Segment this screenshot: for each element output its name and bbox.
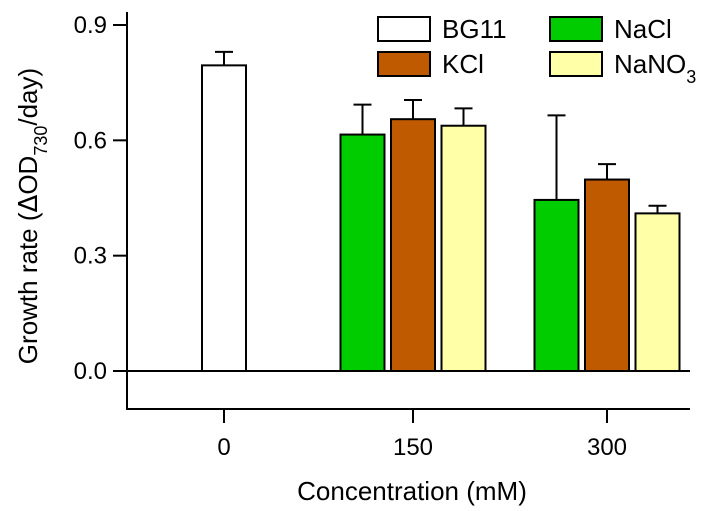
bar-nacl-150 <box>339 133 386 372</box>
bar-nano3-300 <box>634 212 681 372</box>
bar-kcl-150 <box>390 118 436 372</box>
x-axis-title: Concentration (mM) <box>297 476 527 506</box>
legend-label-bg11: BG11 <box>442 14 507 44</box>
y-tick-label-0: 0.0 <box>74 358 107 385</box>
x-tick-label-2: 300 <box>587 434 627 461</box>
legend: BG11 NaCl KCl NaNO3 <box>377 14 696 87</box>
legend-label-nacl: NaCl <box>614 14 672 44</box>
bar-bg11-0 <box>201 64 247 372</box>
x-tick-label-0: 0 <box>217 434 230 461</box>
legend-label-nano3: NaNO3 <box>614 49 696 87</box>
bar-nacl-300 <box>533 198 580 372</box>
legend-label-kcl: KCl <box>442 49 484 79</box>
legend-swatch-kcl <box>377 51 431 77</box>
bars <box>201 50 681 372</box>
y-tick-label-3: 0.9 <box>74 12 107 39</box>
y-tick-label-1: 0.3 <box>74 243 107 270</box>
y-axis-title: Growth rate (ΔOD730/day) <box>13 68 51 364</box>
axes: 0.0 0.3 0.6 0.9 0 150 300 <box>74 12 690 461</box>
legend-swatch-bg11 <box>377 16 431 42</box>
legend-swatch-nacl <box>549 16 603 42</box>
bar-kcl-300 <box>584 178 630 372</box>
bar-nano3-150 <box>440 124 487 372</box>
x-tick-label-1: 150 <box>393 434 433 461</box>
legend-swatch-nano3 <box>549 51 603 77</box>
y-tick-label-2: 0.6 <box>74 127 107 154</box>
